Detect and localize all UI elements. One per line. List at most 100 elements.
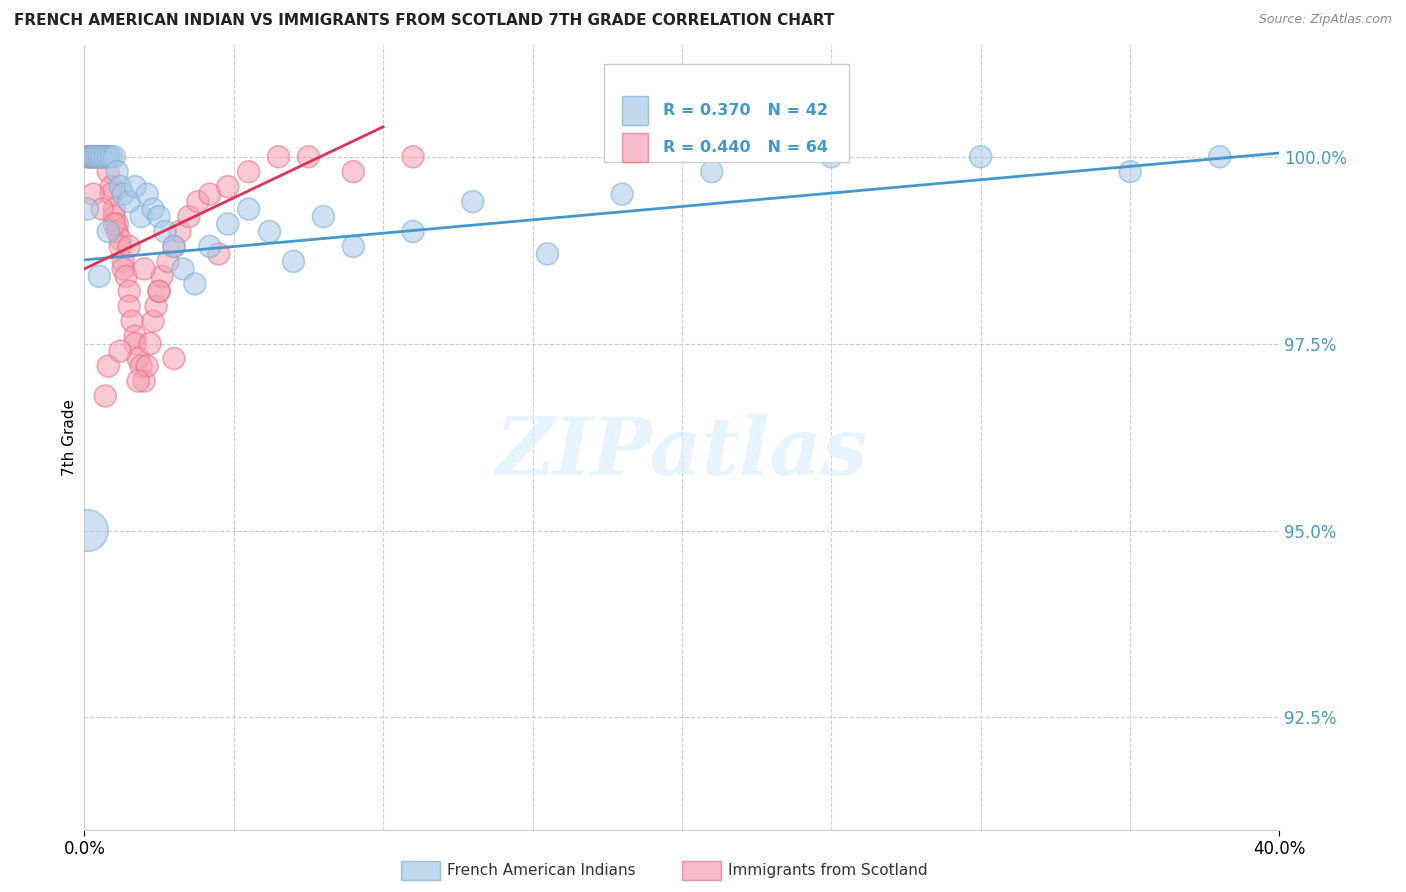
Point [259, 225, 281, 239]
Point [1209, 150, 1232, 164]
Bar [623, 96, 648, 125]
Point [297, 150, 319, 164]
Point [970, 150, 993, 164]
Point [148, 285, 170, 299]
Point [89, 150, 111, 164]
Point [110, 239, 132, 253]
Point [91, 150, 114, 164]
Point [700, 164, 723, 178]
Point [86, 150, 108, 164]
Point [124, 179, 146, 194]
Point [100, 150, 122, 164]
Point [139, 336, 162, 351]
Text: Source: ZipAtlas.com: Source: ZipAtlas.com [1258, 13, 1392, 27]
Point [217, 217, 239, 231]
Point [110, 344, 132, 359]
Point [132, 374, 156, 388]
Point [402, 225, 425, 239]
Point [100, 179, 122, 194]
Point [129, 359, 152, 373]
Text: R = 0.370   N = 42: R = 0.370 N = 42 [662, 103, 828, 118]
Point [100, 187, 122, 202]
Point [172, 261, 194, 276]
Point [461, 194, 484, 209]
Point [163, 239, 186, 253]
Point [97, 150, 120, 164]
Point [153, 225, 176, 239]
Point [105, 217, 128, 231]
Point [97, 150, 120, 164]
Point [163, 351, 186, 366]
Point [129, 210, 152, 224]
Point [124, 329, 146, 343]
Point [820, 150, 842, 164]
Point [97, 225, 120, 239]
Point [103, 210, 125, 224]
Point [283, 254, 305, 268]
Point [110, 179, 132, 194]
Point [89, 150, 111, 164]
Text: R = 0.440   N = 64: R = 0.440 N = 64 [662, 140, 828, 155]
Point [89, 150, 111, 164]
Point [612, 187, 634, 202]
Y-axis label: 7th Grade: 7th Grade [62, 399, 77, 475]
Point [402, 150, 425, 164]
Point [136, 187, 159, 202]
Point [208, 247, 231, 261]
Text: Immigrants from Scotland: Immigrants from Scotland [728, 863, 928, 878]
Point [112, 261, 135, 276]
Point [82, 150, 104, 164]
Text: FRENCH AMERICAN INDIAN VS IMMIGRANTS FROM SCOTLAND 7TH GRADE CORRELATION CHART: FRENCH AMERICAN INDIAN VS IMMIGRANTS FRO… [14, 13, 834, 29]
Point [112, 254, 135, 268]
Point [124, 336, 146, 351]
Text: French American Indians: French American Indians [447, 863, 636, 878]
Point [118, 239, 141, 253]
Bar [623, 133, 648, 161]
Point [82, 150, 104, 164]
Point [148, 210, 170, 224]
Point [1119, 164, 1142, 178]
Point [142, 314, 165, 328]
Point [94, 150, 117, 164]
Point [184, 277, 207, 291]
Point [198, 239, 221, 253]
Point [97, 164, 120, 178]
Point [76, 150, 98, 164]
Point [312, 210, 335, 224]
Point [115, 269, 138, 284]
Point [103, 217, 125, 231]
Point [118, 285, 141, 299]
Point [118, 299, 141, 313]
Point [217, 179, 239, 194]
Point [76, 524, 98, 538]
Point [91, 150, 114, 164]
Point [89, 269, 111, 284]
Point [103, 150, 125, 164]
Point [187, 194, 209, 209]
Point [536, 247, 558, 261]
Point [238, 164, 260, 178]
Point [79, 150, 101, 164]
FancyBboxPatch shape [605, 64, 849, 162]
Point [82, 187, 104, 202]
Point [342, 239, 364, 253]
Point [86, 150, 108, 164]
Point [127, 374, 149, 388]
Point [97, 359, 120, 373]
Point [169, 225, 191, 239]
Point [163, 239, 186, 253]
Point [82, 150, 104, 164]
Point [198, 187, 221, 202]
Point [267, 150, 290, 164]
Text: ZIPatlas: ZIPatlas [496, 414, 868, 491]
Point [105, 225, 128, 239]
Point [110, 232, 132, 246]
Point [148, 285, 170, 299]
Point [91, 202, 114, 216]
Point [94, 389, 117, 403]
Point [94, 150, 117, 164]
Point [79, 150, 101, 164]
Point [103, 202, 125, 216]
Point [94, 150, 117, 164]
Point [76, 202, 98, 216]
